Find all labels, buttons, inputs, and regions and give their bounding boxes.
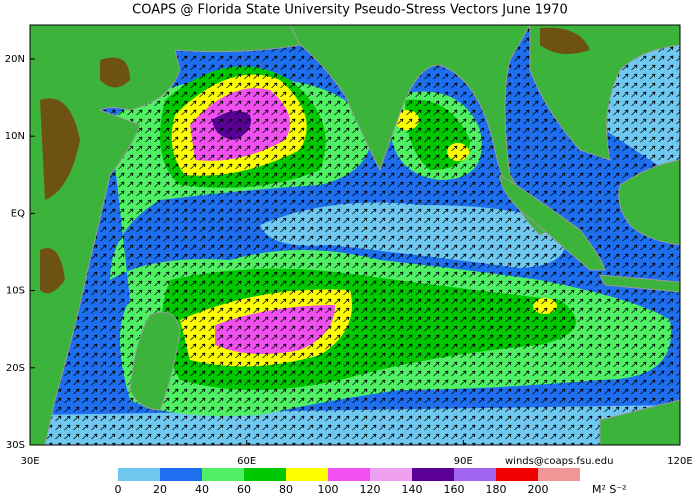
africa-arabia [30, 25, 301, 445]
indochina [529, 25, 680, 161]
borneo [618, 159, 680, 246]
colorbar-swatch [370, 468, 412, 481]
colorbar-swatch [160, 468, 202, 481]
colorbar-label: 40 [195, 483, 209, 496]
java [599, 274, 680, 293]
colorbar-label: 60 [237, 483, 251, 496]
lat-label: 20N [5, 54, 25, 65]
lon-label: 90E [454, 456, 473, 467]
lon-label: 60E [237, 456, 256, 467]
colorbar-swatch [454, 468, 496, 481]
colorbar-swatch [412, 468, 454, 481]
lat-label: 10S [6, 286, 25, 297]
colorbar-unit: M² S⁻² [592, 483, 627, 496]
map-frame [29, 24, 681, 446]
highland [40, 248, 65, 294]
colorbar-label: 0 [115, 483, 122, 496]
colorbar-swatch [286, 468, 328, 481]
title: COAPS @ Florida State University Pseudo-… [132, 3, 568, 18]
colorbar-swatch [538, 468, 580, 481]
india-burma [289, 25, 551, 236]
colorbar-swatch [496, 468, 538, 481]
lat-label: 20S [6, 363, 25, 374]
colorbar-label: 200 [528, 483, 549, 496]
lon-label: 120E [667, 456, 692, 467]
highland [100, 57, 130, 88]
colorbar-label: 20 [153, 483, 167, 496]
map-area [30, 25, 680, 445]
colorbar-label: 120 [360, 483, 381, 496]
colorbar-swatch [328, 468, 370, 481]
australia [599, 399, 680, 445]
colorbar-label: 100 [318, 483, 339, 496]
colorbar-swatch [202, 468, 244, 481]
colorbar-swatch [244, 468, 286, 481]
credit: winds@coaps.fsu.edu [505, 456, 613, 467]
lon-label: 30E [20, 456, 39, 467]
lat-label: EQ [11, 208, 25, 219]
colorbar-swatch [118, 468, 160, 481]
land [30, 25, 680, 445]
highland [40, 98, 80, 200]
sumatra [499, 174, 606, 271]
colorbar-label: 160 [444, 483, 465, 496]
colorbar-label: 180 [486, 483, 507, 496]
lat-label: 30S [6, 440, 25, 451]
highland [540, 27, 590, 54]
lat-label: 10N [5, 131, 25, 142]
colorbar-label: 140 [402, 483, 423, 496]
madagascar [129, 311, 181, 411]
highlands [40, 27, 590, 294]
colorbar-label: 80 [279, 483, 293, 496]
